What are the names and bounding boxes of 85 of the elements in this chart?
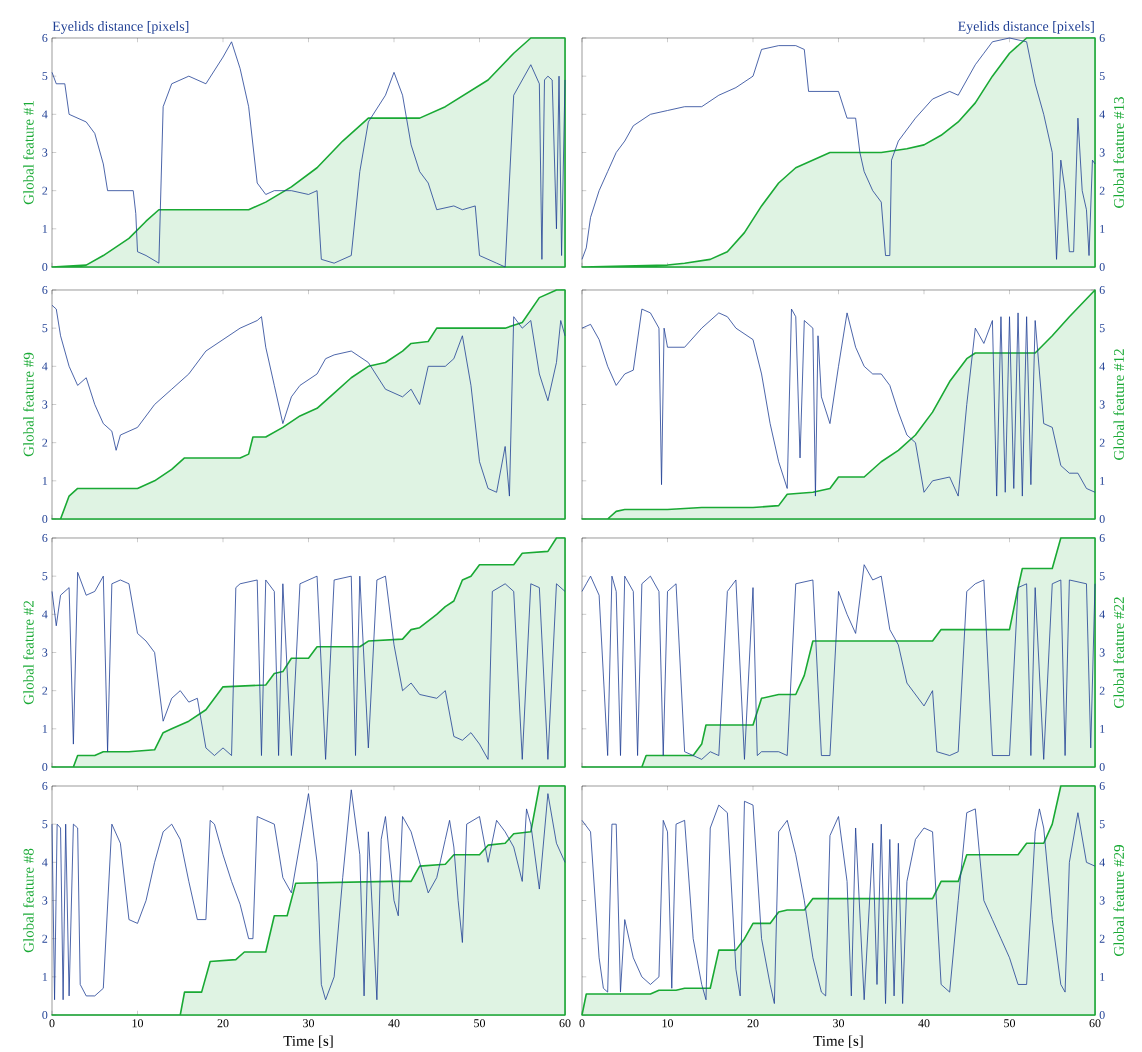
y-tick-label: 0: [42, 514, 48, 524]
x-axis-title: Time [s]: [813, 1035, 863, 1048]
x-tick-label: 30: [833, 1019, 845, 1028]
y-tick-label: 0: [1099, 262, 1105, 272]
y-axis-title: Global feature #1: [23, 101, 34, 205]
line-series: [581, 564, 1096, 760]
y-axis-title: Global feature #13: [1113, 97, 1124, 208]
y-tick-label: 4: [42, 362, 48, 371]
y-tick-label: 2: [42, 686, 48, 695]
text: Eyelids distance [pixels]: [958, 21, 1094, 34]
y-tick-label: 3: [1099, 400, 1105, 409]
x-tick-label: 10: [132, 1019, 144, 1028]
x-tick-label: 0: [49, 1019, 55, 1028]
y-tick-label: 5: [1099, 72, 1105, 81]
y-tick-label: 3: [1099, 148, 1105, 157]
x-tick-label: 50: [474, 1019, 486, 1028]
y-tick-label: 5: [42, 572, 48, 581]
y-tick-label: 2: [1099, 186, 1105, 195]
y-tick-label: 4: [42, 110, 48, 119]
y-tick-label: 6: [1099, 33, 1105, 42]
y-tick-label: 2: [42, 934, 48, 943]
y-tick-label: 6: [42, 33, 48, 42]
y-axis-title: Global feature #22: [1113, 597, 1124, 708]
y-tick-label: 1: [1100, 224, 1105, 233]
x-tick-label: 50: [1004, 1019, 1016, 1028]
y-tick-label: 0: [42, 262, 48, 272]
line-series: [581, 308, 1096, 497]
x-tick-label: 20: [217, 1019, 229, 1028]
y-tick-label: 1: [1100, 724, 1105, 733]
y-tick-label: 0: [42, 762, 48, 772]
y-tick-label: 6: [42, 781, 48, 791]
y-tick-label: 0: [1099, 762, 1105, 772]
y-tick-label: 1: [42, 224, 48, 233]
y-axis-title: Global feature #8: [23, 848, 34, 953]
y-tick-label: 3: [42, 400, 48, 409]
y-tick-label: 3: [1099, 648, 1105, 657]
y-tick-label: 2: [42, 186, 48, 195]
y-tick-label: 5: [42, 72, 48, 81]
x-tick-label: 0: [579, 1019, 585, 1028]
y-tick-label: 5: [1099, 820, 1105, 829]
y-tick-label: 3: [42, 896, 48, 905]
y-tick-label: 4: [42, 610, 48, 619]
y-tick-label: 5: [42, 324, 48, 333]
y-tick-label: 6: [42, 533, 48, 543]
y-tick-label: 4: [1099, 858, 1105, 867]
y-tick-label: 1: [42, 724, 48, 733]
y-axis-title: Global feature #29: [1113, 845, 1124, 956]
y-tick-label: 5: [1099, 572, 1105, 581]
y-tick-label: 3: [42, 148, 48, 157]
y-tick-label: 4: [1099, 362, 1105, 371]
y-tick-label: 6: [1099, 285, 1105, 295]
y-tick-label: 2: [1099, 438, 1105, 447]
y-tick-label: 3: [42, 648, 48, 657]
y-tick-label: 4: [1099, 110, 1105, 119]
y-axis-title: Global feature #9: [23, 352, 34, 457]
x-tick-label: 30: [303, 1019, 315, 1028]
x-tick-label: 20: [747, 1019, 759, 1028]
y-tick-label: 2: [42, 438, 48, 447]
x-tick-label: 40: [918, 1019, 930, 1028]
y-tick-label: 1: [1100, 972, 1105, 981]
y-tick-label: 0: [1099, 514, 1105, 524]
y-tick-label: 4: [1099, 610, 1105, 619]
y-tick-label: 5: [1099, 324, 1105, 333]
y-tick-label: 2: [1099, 686, 1105, 695]
y-tick-label: 1: [42, 476, 48, 485]
y-tick-label: 6: [42, 285, 48, 295]
y-tick-label: 1: [42, 972, 48, 981]
y-tick-label: 2: [1099, 934, 1105, 943]
x-tick-label: 10: [662, 1019, 674, 1028]
x-axis-title: Time [s]: [283, 1035, 333, 1048]
y-axis-title: Global feature #2: [23, 601, 34, 705]
text: Eyelids distance [pixels]: [52, 21, 189, 34]
y-tick-label: 6: [1099, 781, 1105, 791]
line-series: [51, 571, 566, 760]
y-tick-label: 6: [1099, 533, 1105, 543]
x-tick-label: 60: [1089, 1019, 1101, 1028]
y-tick-label: 0: [42, 1010, 48, 1020]
y-tick-label: 4: [42, 858, 48, 867]
x-tick-label: 60: [559, 1019, 571, 1028]
y-tick-label: 5: [42, 820, 48, 829]
y-tick-label: 0: [1099, 1010, 1105, 1020]
y-tick-label: 3: [1099, 896, 1105, 905]
x-tick-label: 40: [388, 1019, 400, 1028]
y-axis-title: Global feature #12: [1113, 349, 1124, 460]
y-tick-label: 1: [1100, 476, 1105, 485]
